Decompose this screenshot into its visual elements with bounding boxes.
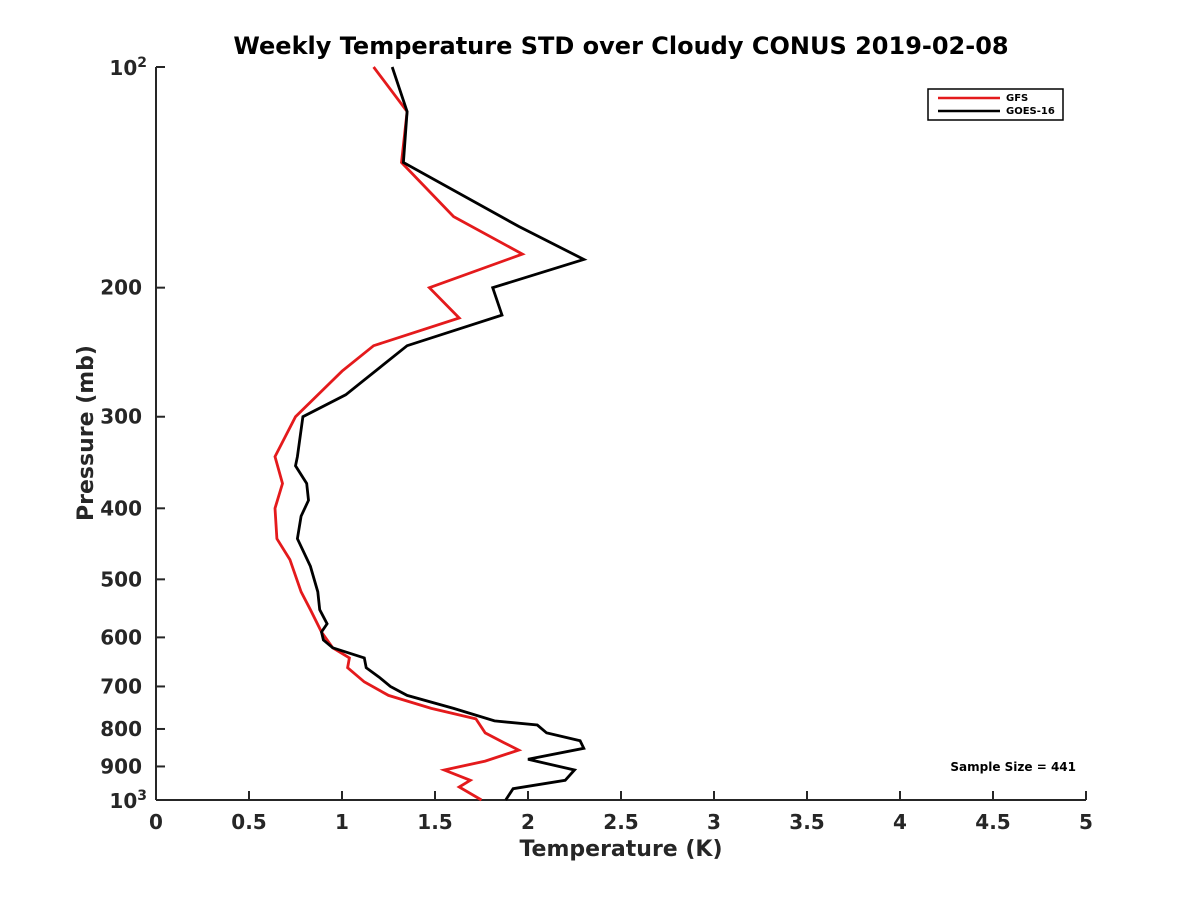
series-line-gfs [273,66,526,802]
y-tick-label: 900 [100,754,142,778]
y-tick-label: 300 [100,405,142,429]
legend-label-goes16: GOES-16 [1006,106,1055,117]
x-tick-label: 1.5 [417,810,452,834]
y-tick-label: 400 [100,496,142,520]
x-tick-label: 3.5 [789,810,824,834]
legend-box [927,88,1064,121]
x-tick-label: 3 [707,810,721,834]
y-tick-label: 800 [100,717,142,741]
x-axis-ticks: 0 0.5 1 1.5 2 2.5 3 3.5 4 4.5 5 [149,791,1093,834]
y-axis-ticks: 102 200 300 400 500 600 700 800 900 103 [100,55,165,813]
x-tick-label: 1 [335,810,349,834]
x-tick-label: 0 [149,810,163,834]
x-tick-label: 2.5 [603,810,638,834]
y-tick-label: 700 [100,674,142,698]
legend: GFS GOES-16 [927,88,1064,121]
sample-size-annotation: Sample Size = 441 [950,760,1076,774]
chart-title: Weekly Temperature STD over Cloudy CONUS… [233,32,1008,60]
x-axis-label: Temperature (K) [519,837,722,862]
y-tick-label: 103 [109,788,147,813]
x-tick-label: 2 [521,810,535,834]
x-tick-label: 4 [893,810,907,834]
plot-background [156,67,1086,800]
x-tick-label: 5 [1079,810,1093,834]
x-tick-label: 0.5 [231,810,266,834]
series-line-goes-16 [294,66,588,801]
y-tick-label: 500 [100,567,142,591]
y-tick-label: 600 [100,625,142,649]
legend-label-gfs: GFS [1006,93,1028,104]
y-tick-label: 102 [109,55,147,80]
series-layer [273,66,588,802]
x-tick-label: 4.5 [975,810,1010,834]
y-axis-label: Pressure (mb) [74,345,99,521]
y-tick-label: 200 [100,276,142,300]
